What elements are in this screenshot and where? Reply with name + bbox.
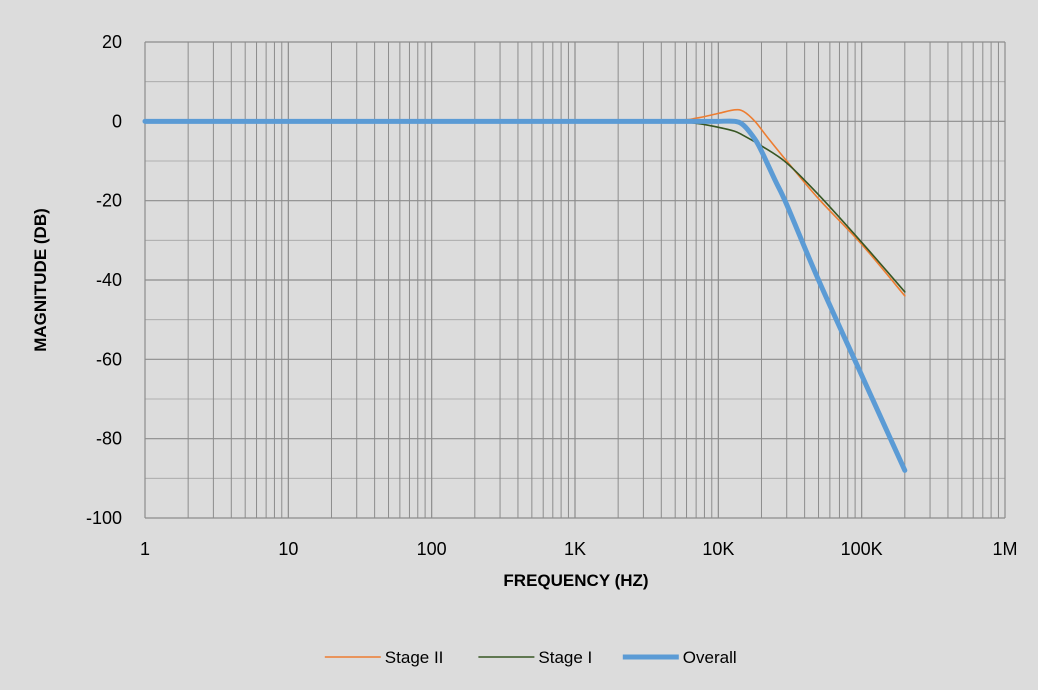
legend-label-overall: Overall xyxy=(683,648,737,667)
series-layer xyxy=(142,108,908,473)
x-tick-label: 10K xyxy=(702,539,734,559)
x-tick-label: 100 xyxy=(417,539,447,559)
y-tick-label: -20 xyxy=(96,191,122,211)
y-tick-label: 0 xyxy=(112,111,122,131)
x-tick-label: 1 xyxy=(140,539,150,559)
x-tick-label: 100K xyxy=(841,539,883,559)
y-tick-label: -80 xyxy=(96,429,122,449)
x-axis-title: FREQUENCY (HZ) xyxy=(503,571,648,590)
y-tick-label: -40 xyxy=(96,270,122,290)
y-tick-label: -60 xyxy=(96,349,122,369)
x-tick-label: 10 xyxy=(278,539,298,559)
legend-label-stage-ii: Stage II xyxy=(385,648,444,667)
tick-labels: 20 0 -20 -40 -60 -80 -100 1 10 100 1K 10K 100K 1M xyxy=(86,32,1018,559)
legend: Stage II Stage I Overall xyxy=(324,648,737,667)
x-tick-label: 1K xyxy=(564,539,586,559)
series-line-overall xyxy=(142,118,908,473)
x-tick-label: 1M xyxy=(992,539,1017,559)
y-tick-label: 20 xyxy=(102,32,122,52)
legend-label-stage-i: Stage I xyxy=(538,648,592,667)
y-tick-label: -100 xyxy=(86,508,122,528)
y-axis-title: MAGNITUDE (DB) xyxy=(31,208,50,352)
